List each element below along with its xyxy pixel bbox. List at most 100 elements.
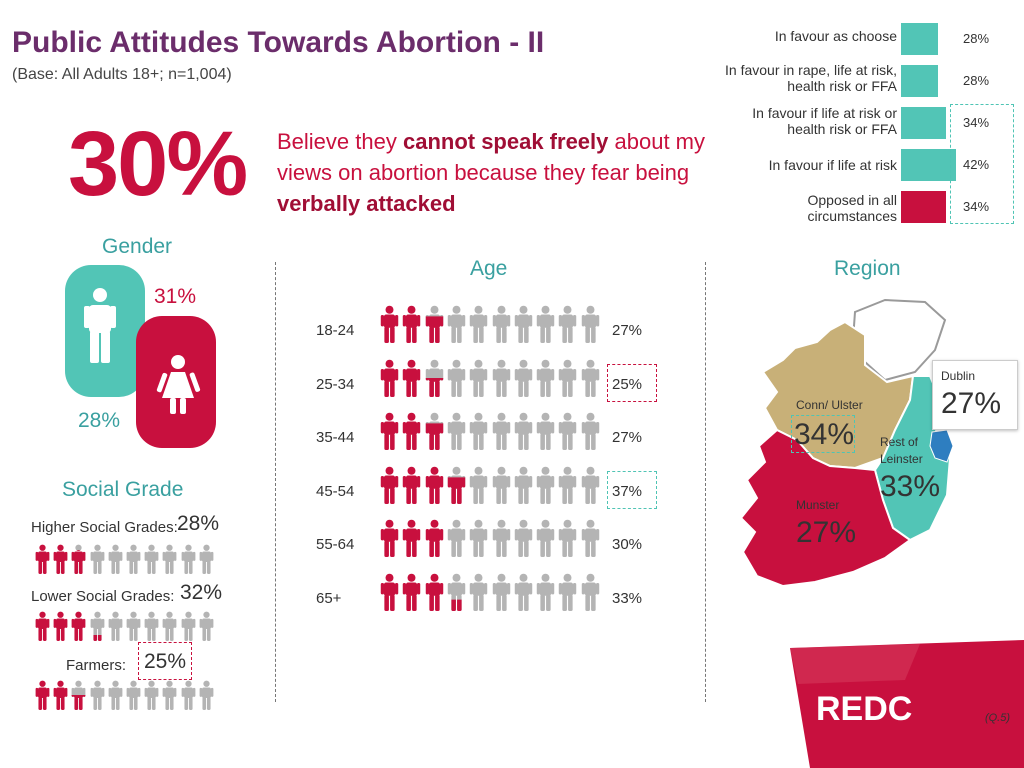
attitude-bar xyxy=(901,191,946,223)
age-row-percent: 30% xyxy=(612,536,643,553)
age3-person-icon xyxy=(514,466,533,504)
age2-person-icon xyxy=(514,412,533,450)
page-subtitle: (Base: All Adults 18+; n=1,004) xyxy=(12,66,232,83)
age4-person-icon xyxy=(536,519,555,557)
age5-person-icon xyxy=(447,573,466,611)
age-row-percent: 25% xyxy=(612,375,643,393)
age-lowest-highlight xyxy=(607,364,657,402)
male-percent: 28% xyxy=(78,409,121,432)
age1-person-icon xyxy=(447,359,466,397)
attitude-bar-label-line: In favour as choose xyxy=(774,28,897,44)
age-row-percent: 33% xyxy=(612,589,643,607)
headline-part1: Believe they xyxy=(277,129,403,154)
age-title: Age xyxy=(470,257,508,280)
age-row-label: 45-54 xyxy=(316,482,355,500)
sg1-person-icon xyxy=(90,611,104,641)
sg1-person-icon xyxy=(35,611,50,641)
sg1-person-icon xyxy=(108,611,123,641)
age1-person-icon xyxy=(559,359,577,397)
attitude-bar-label-line: health risk or FFA xyxy=(787,78,897,94)
sg2-person-icon xyxy=(199,680,214,710)
region-title: Region xyxy=(834,257,901,280)
age3-person-icon xyxy=(447,466,466,504)
region-label-rest-of-leinster: Rest of Leinster xyxy=(880,435,923,466)
sg1-person-icon xyxy=(181,611,195,641)
social-grade-label: Farmers: xyxy=(66,657,126,674)
age3-person-icon xyxy=(492,466,510,504)
age2-person-icon xyxy=(425,412,443,450)
sg2-person-icon xyxy=(71,680,86,710)
age1-person-icon xyxy=(425,359,443,397)
gender-title: Gender xyxy=(102,235,173,258)
age2-person-icon xyxy=(559,412,577,450)
age2-person-icon xyxy=(380,412,399,450)
age1-person-icon xyxy=(536,359,555,397)
age0-person-icon xyxy=(492,305,510,343)
region-pct-munster: 27% xyxy=(796,516,857,549)
age4-person-icon xyxy=(581,519,599,557)
age5-person-icon xyxy=(581,573,599,611)
sg2-person-icon xyxy=(53,680,68,710)
sg2-person-icon xyxy=(181,680,195,710)
age-row-label: 18-24 xyxy=(316,322,355,339)
age1-person-icon xyxy=(581,359,599,397)
age5-person-icon xyxy=(536,573,555,611)
headline-text: Believe they cannot speak freely about m… xyxy=(277,126,707,219)
region-dublin xyxy=(929,429,954,463)
attitude-bar xyxy=(901,23,938,55)
age5-person-icon xyxy=(559,573,577,611)
age4-person-icon xyxy=(559,519,577,557)
age1-person-icon xyxy=(514,359,533,397)
attitude-bar-value: 34% xyxy=(963,199,990,214)
age4-person-icon xyxy=(425,519,443,557)
attitude-bar xyxy=(901,107,946,139)
age-row-label: 25-34 xyxy=(316,375,355,393)
sg0-person-icon xyxy=(71,544,86,574)
dublin-callout: Dublin 27% xyxy=(932,360,1018,430)
social-grade-label: Higher Social Grades: xyxy=(31,519,178,536)
age4-person-icon xyxy=(380,519,399,557)
ireland-map xyxy=(739,298,954,588)
age0-person-icon xyxy=(447,305,466,343)
attitude-bar-label-line: In favour if life at risk xyxy=(768,157,897,173)
divider-left xyxy=(275,262,276,702)
logo-highlight-shape xyxy=(790,644,920,684)
region-munster xyxy=(739,428,912,588)
age-row-percent: 37% xyxy=(612,482,643,500)
age4-person-icon xyxy=(403,519,421,557)
age3-person-icon xyxy=(403,466,421,504)
female-icon xyxy=(156,355,201,414)
redc-logo-panel: REDC xyxy=(790,640,1024,768)
age5-person-icon xyxy=(425,573,443,611)
attitude-bar-label: In favour if life at risk or health risk … xyxy=(650,105,897,137)
age5-person-icon xyxy=(514,573,533,611)
attitude-bar-value: 34% xyxy=(963,115,990,130)
age-highest-highlight xyxy=(607,471,657,509)
age2-person-icon xyxy=(581,412,599,450)
social-grade-percent: 28% xyxy=(177,512,220,535)
region-label-munster: Munster xyxy=(796,498,840,512)
gender-graphic xyxy=(65,265,216,448)
age0-person-icon xyxy=(536,305,555,343)
sg2-person-icon xyxy=(90,680,104,710)
age3-person-icon xyxy=(559,466,577,504)
age1-person-icon xyxy=(492,359,510,397)
social-grade-label: Lower Social Grades: xyxy=(31,588,175,605)
age5-person-icon xyxy=(380,573,399,611)
sg0-person-icon xyxy=(199,544,214,574)
attitude-bar xyxy=(901,149,957,181)
region-pct-dublin: 27% xyxy=(941,387,1002,420)
age4-person-icon xyxy=(514,519,533,557)
sg2-person-icon xyxy=(108,680,123,710)
sg0-person-icon xyxy=(53,544,68,574)
age3-person-icon xyxy=(469,466,488,504)
sg0-person-icon xyxy=(162,544,177,574)
age4-person-icon xyxy=(492,519,510,557)
age5-person-icon xyxy=(492,573,510,611)
sg0-person-icon xyxy=(144,544,159,574)
attitude-bar xyxy=(901,65,938,97)
age0-person-icon xyxy=(581,305,599,343)
age0-person-icon xyxy=(403,305,421,343)
sg0-person-icon xyxy=(108,544,123,574)
age2-person-icon xyxy=(403,412,421,450)
